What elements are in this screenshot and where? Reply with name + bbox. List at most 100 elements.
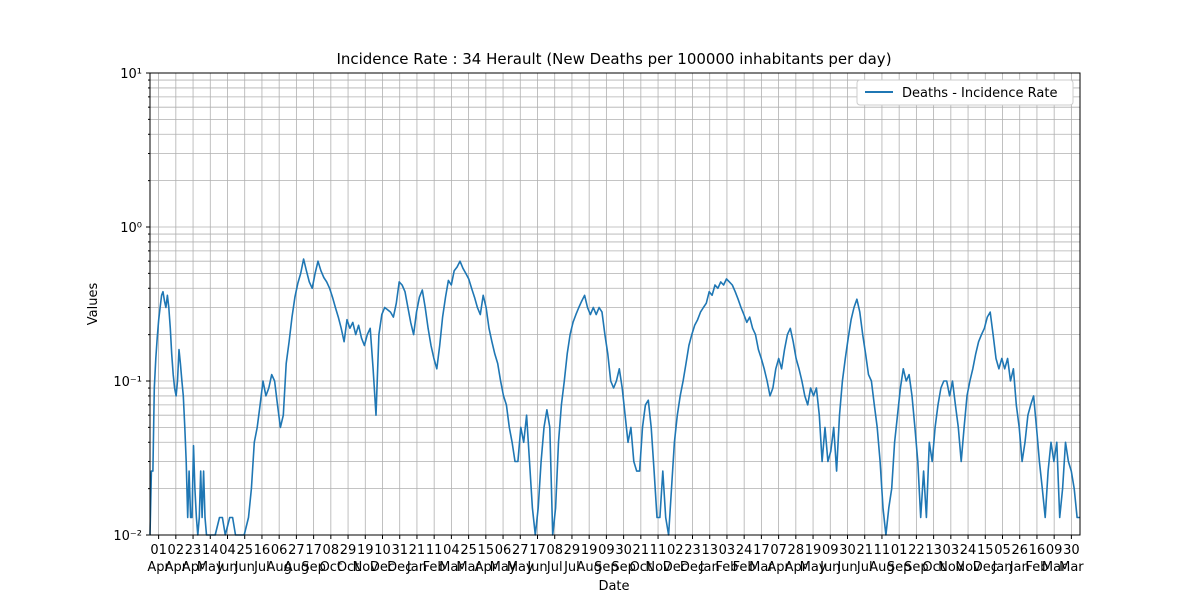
x-tick-month-label: Jun	[234, 560, 255, 575]
x-tick-day-label: 19	[581, 543, 598, 558]
x-tick-month-label: Jun	[819, 560, 840, 575]
x-tick-day-label: 29	[340, 543, 357, 558]
x-tick-month-label: Jul	[856, 560, 873, 575]
x-tick-month-label: Apr	[767, 560, 790, 575]
x-tick-day-label: 16	[1029, 543, 1046, 558]
x-tick-day-label: 13	[925, 543, 942, 558]
x-tick-month-label: Jul	[546, 560, 563, 575]
x-tick-day-label: 01	[891, 543, 908, 558]
x-tick-day-label: 23	[684, 543, 701, 558]
x-tick-month-label: Apr	[785, 560, 808, 575]
y-axis-ticks: 10⁻² 10⁻¹ 10⁰ 10¹	[113, 67, 150, 544]
x-tick-month-label: Apr	[475, 560, 498, 575]
x-tick-day-label: 26	[1011, 543, 1028, 558]
y-tick-label: 10⁻²	[113, 529, 142, 544]
x-tick-day-label: 08	[323, 543, 340, 558]
y-tick-label: 10¹	[120, 67, 142, 82]
x-tick-day-label: 02	[168, 543, 185, 558]
x-tick-day-label: 09	[598, 543, 615, 558]
x-tick-month-label: Nov	[645, 560, 671, 575]
x-tick-month-label: Oct	[320, 560, 342, 575]
x-tick-day-label: 08	[546, 543, 563, 558]
x-tick-day-label: 19	[357, 543, 374, 558]
x-tick-month-label: Sep	[301, 560, 326, 575]
x-tick-month-label: Nov	[938, 560, 964, 575]
x-tick-day-label: 17	[305, 543, 322, 558]
x-tick-month-label: Dec	[663, 560, 688, 575]
x-tick-month-label: Aug	[869, 560, 894, 575]
x-axis-label: Date	[598, 579, 629, 594]
plot-frame	[149, 72, 1081, 536]
x-tick-month-label: Feb	[423, 560, 446, 575]
x-tick-day-label: 23	[185, 543, 202, 558]
x-tick-day-label: 27	[288, 543, 305, 558]
x-tick-month-label: May	[507, 560, 534, 575]
x-tick-day-label: 22	[908, 543, 925, 558]
x-tick-day-label: 02	[667, 543, 684, 558]
x-tick-day-label: 24	[960, 543, 977, 558]
x-tick-day-label: 27	[512, 543, 529, 558]
x-tick-day-label: 03	[719, 543, 736, 558]
x-tick-month-label: Mar	[439, 560, 464, 575]
x-tick-month-label: Sep	[904, 560, 929, 575]
x-tick-day-label: 30	[839, 543, 856, 558]
x-tick-day-label: 25	[236, 543, 253, 558]
series-layer	[149, 258, 1080, 536]
x-tick-day-label: 29	[564, 543, 581, 558]
x-tick-month-label: Aug	[266, 560, 291, 575]
x-tick-day-label: 24	[736, 543, 753, 558]
x-tick-month-label: Jan	[699, 560, 720, 575]
x-tick-day-label: 16	[254, 543, 271, 558]
x-tick-month-label: Sep	[594, 560, 619, 575]
series-line-deaths-incidence-rate	[149, 258, 1080, 536]
x-tick-day-label: 04	[219, 543, 236, 558]
x-tick-month-label: Dec	[370, 560, 395, 575]
legend-box	[856, 79, 1074, 106]
legend-label: Deaths - Incidence Rate	[902, 86, 1057, 101]
x-tick-month-label: May	[490, 560, 517, 575]
chart-title: Incidence Rate : 34 Herault (New Deaths …	[336, 50, 891, 68]
x-tick-month-label: Aug	[284, 560, 309, 575]
x-tick-day-label: 15	[977, 543, 994, 558]
x-tick-day-label: 11	[874, 543, 891, 558]
x-tick-month-label: Dec	[973, 560, 998, 575]
x-tick-day-label: 14	[202, 543, 219, 558]
x-tick-month-label: May	[197, 560, 224, 575]
x-tick-month-label: Aug	[576, 560, 601, 575]
x-tick-month-label: Jul	[563, 560, 580, 575]
x-tick-month-label: Jul	[253, 560, 270, 575]
x-tick-day-label: 04	[443, 543, 460, 558]
x-tick-day-label: 19	[805, 543, 822, 558]
x-tick-day-label: 21	[633, 543, 650, 558]
x-tick-day-label: 21	[409, 543, 426, 558]
x-tick-day-label: 13	[701, 543, 718, 558]
y-tick-label: 10⁻¹	[113, 375, 142, 390]
x-tick-month-label: Nov	[353, 560, 379, 575]
x-tick-day-label: 11	[650, 543, 667, 558]
x-tick-month-label: Jun	[216, 560, 237, 575]
x-tick-day-label: 11	[426, 543, 443, 558]
x-tick-month-label: Jan	[991, 560, 1012, 575]
x-tick-month-label: Apr	[165, 560, 188, 575]
x-tick-month-label: Apr	[182, 560, 205, 575]
x-tick-month-label: Mar	[1042, 560, 1067, 575]
x-tick-month-label: Mar	[1059, 560, 1084, 575]
x-tick-month-label: Oct	[630, 560, 652, 575]
x-tick-day-label: 17	[753, 543, 770, 558]
x-tick-month-label: Feb	[1025, 560, 1048, 575]
x-tick-day-label: 01	[150, 543, 167, 558]
x-tick-month-label: Feb	[715, 560, 738, 575]
x-tick-day-label: 09	[822, 543, 839, 558]
x-tick-month-label: Mar	[749, 560, 774, 575]
x-tick-month-label: Jan	[406, 560, 427, 575]
legend: Deaths - Incidence Rate	[856, 79, 1074, 106]
x-tick-day-label: 09	[1046, 543, 1063, 558]
x-tick-month-label: Feb	[733, 560, 756, 575]
x-tick-month-label: Oct	[337, 560, 359, 575]
x-tick-day-label: 30	[615, 543, 632, 558]
x-tick-day-label: 15	[478, 543, 495, 558]
x-tick-day-label: 06	[495, 543, 512, 558]
x-tick-day-label: 28	[788, 543, 805, 558]
x-axis-ticks: 01 Apr 02 Apr 23 Apr 14 May 04 Jun 25 Jun 16 Jul 06 Aug…	[147, 535, 1084, 575]
